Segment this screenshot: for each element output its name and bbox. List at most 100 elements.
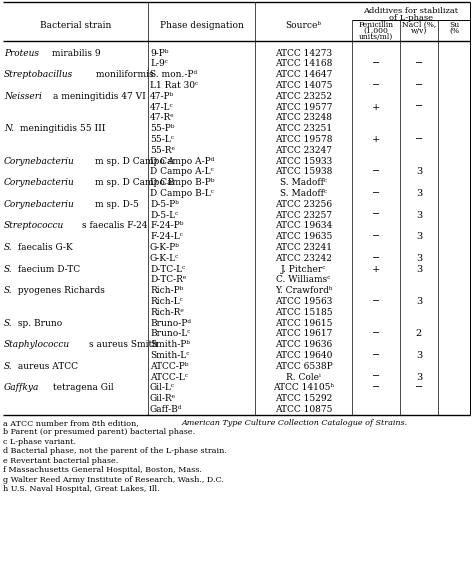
Text: a meningitidis 47 VI: a meningitidis 47 VI bbox=[53, 92, 146, 101]
Text: 2: 2 bbox=[416, 329, 422, 339]
Text: −: − bbox=[415, 81, 423, 90]
Text: −: − bbox=[372, 329, 380, 339]
Text: ATCC 19635: ATCC 19635 bbox=[275, 232, 332, 241]
Text: Penicillin: Penicillin bbox=[358, 21, 393, 29]
Text: −: − bbox=[415, 59, 423, 68]
Text: m sp. D-5: m sp. D-5 bbox=[95, 200, 139, 209]
Text: S.: S. bbox=[4, 264, 13, 274]
Text: ATCC‑Lᶜ: ATCC‑Lᶜ bbox=[150, 373, 188, 381]
Text: (%: (% bbox=[449, 27, 459, 35]
Text: g Walter Reed Army Institute of Research, Wash., D.C.: g Walter Reed Army Institute of Research… bbox=[3, 476, 224, 484]
Text: faecium D-TC: faecium D-TC bbox=[15, 264, 80, 274]
Text: s aureus Smith: s aureus Smith bbox=[89, 340, 158, 349]
Text: 3: 3 bbox=[416, 210, 422, 219]
Text: w/v): w/v) bbox=[411, 27, 427, 35]
Text: ATCC 19634: ATCC 19634 bbox=[275, 221, 332, 230]
Text: +: + bbox=[372, 103, 380, 112]
Text: ATCC 19577: ATCC 19577 bbox=[275, 103, 332, 112]
Text: tetragena Gil: tetragena Gil bbox=[50, 383, 113, 392]
Text: −: − bbox=[372, 297, 380, 306]
Text: F‑24‑Pᵇ: F‑24‑Pᵇ bbox=[150, 221, 183, 230]
Text: 55‑Pᵇ: 55‑Pᵇ bbox=[150, 124, 174, 133]
Text: −: − bbox=[372, 81, 380, 90]
Text: 3: 3 bbox=[416, 168, 422, 176]
Text: ATCC 19578: ATCC 19578 bbox=[275, 135, 332, 144]
Text: −: − bbox=[372, 254, 380, 263]
Text: S. Madoffᶜ: S. Madoffᶜ bbox=[280, 189, 327, 198]
Text: American Type Culture Collection Catalogue of Strains.: American Type Culture Collection Catalog… bbox=[182, 419, 408, 427]
Text: ATCC 14075: ATCC 14075 bbox=[275, 81, 332, 90]
Text: 3: 3 bbox=[416, 232, 422, 241]
Text: Smith‑Lᶜ: Smith‑Lᶜ bbox=[150, 351, 190, 360]
Text: 3: 3 bbox=[416, 373, 422, 381]
Text: S.: S. bbox=[4, 362, 13, 370]
Text: m sp. D Campo B: m sp. D Campo B bbox=[95, 178, 174, 187]
Text: ATCC 14105ʰ: ATCC 14105ʰ bbox=[273, 383, 334, 392]
Text: −: − bbox=[415, 383, 423, 392]
Text: ATCC 23256: ATCC 23256 bbox=[275, 200, 332, 209]
Text: +: + bbox=[372, 135, 380, 144]
Text: 3: 3 bbox=[416, 254, 422, 263]
Text: 47‑Pᵇ: 47‑Pᵇ bbox=[150, 92, 174, 101]
Text: ATCC 23247: ATCC 23247 bbox=[275, 146, 332, 154]
Text: Gaffkya: Gaffkya bbox=[4, 383, 39, 392]
Text: ATCC 19640: ATCC 19640 bbox=[275, 351, 332, 360]
Text: Phase designation: Phase designation bbox=[160, 21, 244, 30]
Text: F‑24‑Lᶜ: F‑24‑Lᶜ bbox=[150, 232, 183, 241]
Text: Gil‑Rᵉ: Gil‑Rᵉ bbox=[150, 394, 176, 403]
Text: Neisseri: Neisseri bbox=[4, 92, 42, 101]
Text: −: − bbox=[372, 232, 380, 241]
Text: d Bacterial phase, not the parent of the L-phase strain.: d Bacterial phase, not the parent of the… bbox=[3, 447, 227, 455]
Text: Corynebacteriu: Corynebacteriu bbox=[4, 200, 75, 209]
Text: ATCC 15933: ATCC 15933 bbox=[275, 157, 332, 165]
Text: ATCC 23248: ATCC 23248 bbox=[275, 113, 332, 123]
Text: 3: 3 bbox=[416, 351, 422, 360]
Text: 47‑Lᶜ: 47‑Lᶜ bbox=[150, 103, 173, 112]
Text: ATCC 19636: ATCC 19636 bbox=[275, 340, 332, 349]
Text: ATCC 23251: ATCC 23251 bbox=[275, 124, 332, 133]
Text: sp. Bruno: sp. Bruno bbox=[15, 319, 63, 328]
Text: −: − bbox=[372, 351, 380, 360]
Text: (1,000: (1,000 bbox=[364, 27, 388, 35]
Text: Y. Crawfordʰ: Y. Crawfordʰ bbox=[275, 286, 332, 295]
Text: pyogenes Richards: pyogenes Richards bbox=[15, 286, 105, 295]
Text: of L-phase: of L-phase bbox=[389, 14, 433, 22]
Text: ATCC 10875: ATCC 10875 bbox=[275, 405, 332, 414]
Text: G‑K‑Lᶜ: G‑K‑Lᶜ bbox=[150, 254, 179, 263]
Text: mirabilis 9: mirabilis 9 bbox=[49, 48, 101, 58]
Text: Su: Su bbox=[449, 21, 459, 29]
Text: ATCC 15292: ATCC 15292 bbox=[275, 394, 332, 403]
Text: units/ml): units/ml) bbox=[359, 33, 393, 41]
Text: aureus ATCC: aureus ATCC bbox=[15, 362, 78, 370]
Text: R. Coleⁱ: R. Coleⁱ bbox=[286, 373, 321, 381]
Text: Rich‑Lᶜ: Rich‑Lᶜ bbox=[150, 297, 183, 306]
Text: ATCC 14168: ATCC 14168 bbox=[275, 59, 332, 68]
Text: s faecalis F-24: s faecalis F-24 bbox=[82, 221, 147, 230]
Text: Smith‑Pᵇ: Smith‑Pᵇ bbox=[150, 340, 190, 349]
Text: +: + bbox=[372, 264, 380, 274]
Text: L‑9ᶜ: L‑9ᶜ bbox=[150, 59, 168, 68]
Text: ATCC 14647: ATCC 14647 bbox=[275, 70, 332, 79]
Text: S.: S. bbox=[4, 319, 13, 328]
Text: ATCC 19617: ATCC 19617 bbox=[275, 329, 332, 339]
Text: D‑5‑Pᵇ: D‑5‑Pᵇ bbox=[150, 200, 179, 209]
Text: S.: S. bbox=[4, 243, 13, 252]
Text: −: − bbox=[415, 135, 423, 144]
Text: −: − bbox=[415, 103, 423, 112]
Text: D‑5‑Lᶜ: D‑5‑Lᶜ bbox=[150, 210, 178, 219]
Text: Sourceᵇ: Sourceᵇ bbox=[285, 21, 321, 30]
Text: Streptococcu: Streptococcu bbox=[4, 221, 64, 230]
Text: 3: 3 bbox=[416, 264, 422, 274]
Text: N.: N. bbox=[4, 124, 14, 133]
Text: 3: 3 bbox=[416, 297, 422, 306]
Text: 47‑Rᵉ: 47‑Rᵉ bbox=[150, 113, 175, 123]
Text: Bruno‑Lᶜ: Bruno‑Lᶜ bbox=[150, 329, 191, 339]
Text: moniliformis: moniliformis bbox=[93, 70, 154, 79]
Text: D‑TC‑Rᵉ: D‑TC‑Rᵉ bbox=[150, 275, 186, 284]
Text: ATCC 23257: ATCC 23257 bbox=[275, 210, 332, 219]
Text: 55‑Rᵉ: 55‑Rᵉ bbox=[150, 146, 175, 154]
Text: f Massachusetts General Hospital, Boston, Mass.: f Massachusetts General Hospital, Boston… bbox=[3, 466, 202, 474]
Text: Streptobacillus: Streptobacillus bbox=[4, 70, 73, 79]
Text: J. Pitcherᶜ: J. Pitcherᶜ bbox=[281, 264, 326, 274]
Text: D Campo A‑Lᶜ: D Campo A‑Lᶜ bbox=[150, 168, 214, 176]
